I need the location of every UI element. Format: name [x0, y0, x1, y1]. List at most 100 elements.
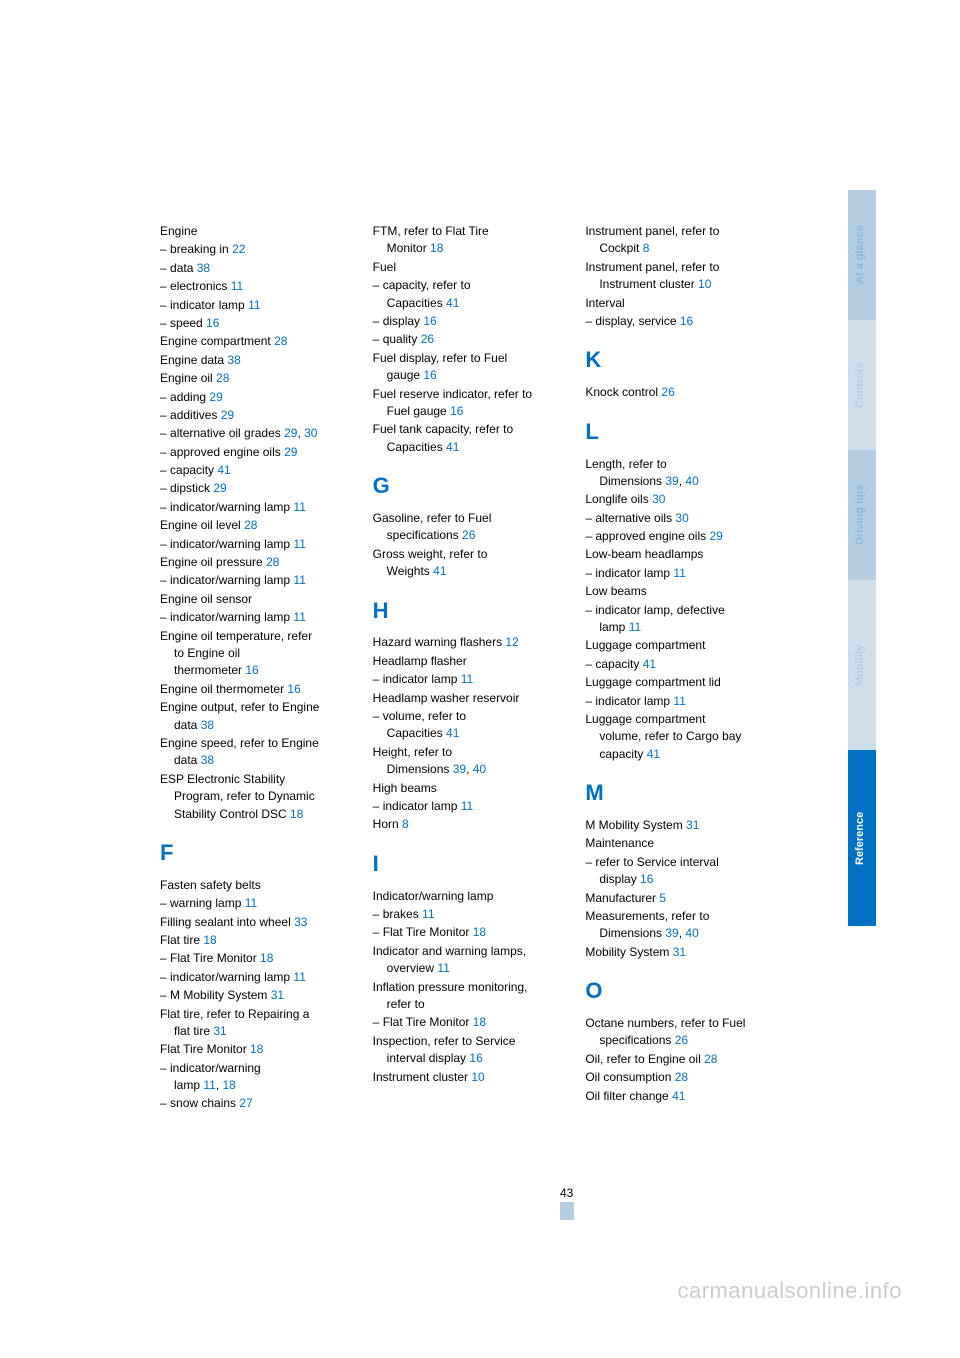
page-reference[interactable]: 8: [402, 817, 409, 831]
page-reference[interactable]: 38: [201, 753, 214, 767]
page-reference[interactable]: 16: [423, 314, 436, 328]
page-reference[interactable]: 28: [704, 1052, 717, 1066]
page-reference[interactable]: 11: [231, 279, 243, 293]
page-reference[interactable]: 41: [446, 726, 459, 740]
page-reference[interactable]: 11: [203, 1078, 215, 1092]
page-reference[interactable]: 11: [248, 298, 260, 312]
entry-text: Engine: [160, 224, 197, 238]
page-reference[interactable]: 26: [462, 528, 475, 542]
page-reference[interactable]: 11: [293, 573, 305, 587]
page-reference[interactable]: 26: [675, 1033, 688, 1047]
index-entry: volume, refer toCapacities 41: [373, 708, 568, 743]
page-reference[interactable]: 10: [471, 1070, 484, 1084]
page-reference[interactable]: 22: [232, 242, 245, 256]
page-reference[interactable]: 16: [680, 314, 693, 328]
index-entry: Engine oil sensor: [160, 591, 355, 608]
index-entry: Inflation pressure monitoring,refer to: [373, 979, 568, 1014]
page-reference[interactable]: 11: [673, 694, 685, 708]
page-reference[interactable]: 41: [647, 747, 660, 761]
page-reference[interactable]: 41: [643, 657, 656, 671]
page-reference[interactable]: 16: [469, 1051, 482, 1065]
entry-text: indicator lamp: [595, 566, 673, 580]
sidebar-tab[interactable]: Driving tips: [848, 450, 876, 580]
page-reference[interactable]: 11: [293, 970, 305, 984]
page-reference[interactable]: 16: [245, 663, 258, 677]
page-reference[interactable]: 12: [505, 635, 518, 649]
page-reference[interactable]: 29: [209, 390, 222, 404]
page-reference[interactable]: 40: [473, 762, 486, 776]
page-reference[interactable]: 40: [685, 474, 698, 488]
page-reference[interactable]: 28: [266, 555, 279, 569]
page-reference[interactable]: 18: [473, 925, 486, 939]
page-reference[interactable]: 26: [421, 332, 434, 346]
page-reference[interactable]: 26: [661, 385, 674, 399]
page-reference[interactable]: 30: [652, 492, 665, 506]
page-reference[interactable]: 5: [659, 891, 666, 905]
page-reference[interactable]: 11: [461, 799, 473, 813]
page-reference[interactable]: 16: [206, 316, 219, 330]
page-reference[interactable]: 29: [213, 481, 226, 495]
page-reference[interactable]: 11: [245, 896, 257, 910]
page-reference[interactable]: 29: [709, 529, 722, 543]
page-reference[interactable]: 30: [304, 426, 317, 440]
page-reference[interactable]: 11: [422, 907, 434, 921]
page-reference[interactable]: 31: [213, 1024, 226, 1038]
page-reference[interactable]: 31: [686, 818, 699, 832]
sidebar-tab[interactable]: At a glance: [848, 190, 876, 320]
page-reference[interactable]: 41: [433, 564, 446, 578]
page-reference[interactable]: 18: [430, 241, 443, 255]
page-reference[interactable]: 18: [222, 1078, 235, 1092]
page-reference[interactable]: 33: [294, 915, 307, 929]
page-reference[interactable]: 18: [260, 951, 273, 965]
page-reference[interactable]: 28: [216, 371, 229, 385]
page-reference[interactable]: 16: [640, 872, 653, 886]
page-reference[interactable]: 41: [672, 1089, 685, 1103]
page-reference[interactable]: 11: [673, 566, 685, 580]
entry-continuation: data 38: [160, 752, 355, 769]
page-reference[interactable]: 11: [461, 672, 473, 686]
page-reference[interactable]: 41: [446, 296, 459, 310]
page-reference[interactable]: 28: [675, 1070, 688, 1084]
page-reference[interactable]: 39: [453, 762, 466, 776]
page-reference[interactable]: 11: [293, 610, 305, 624]
page-reference[interactable]: 18: [203, 933, 216, 947]
page-reference[interactable]: 18: [290, 807, 303, 821]
page-reference[interactable]: 41: [446, 440, 459, 454]
page-reference[interactable]: 38: [197, 261, 210, 275]
index-entry: Oil filter change 41: [585, 1088, 780, 1105]
page-reference[interactable]: 38: [201, 718, 214, 732]
entry-continuation: interval display 16: [373, 1050, 568, 1067]
page-reference[interactable]: 18: [473, 1015, 486, 1029]
page-reference[interactable]: 16: [423, 368, 436, 382]
page-reference[interactable]: 27: [239, 1096, 252, 1110]
page-reference[interactable]: 39: [665, 474, 678, 488]
page-reference[interactable]: 11: [437, 961, 449, 975]
entry-continuation: lamp 11: [585, 619, 780, 636]
page-reference[interactable]: 41: [217, 463, 230, 477]
page-reference[interactable]: 10: [698, 277, 711, 291]
page-reference[interactable]: 39: [665, 926, 678, 940]
page-reference[interactable]: 29: [221, 408, 234, 422]
sidebar-tab[interactable]: Reference: [848, 750, 876, 926]
page-reference[interactable]: 29: [284, 426, 297, 440]
page-reference[interactable]: 28: [274, 334, 287, 348]
sidebar-tab[interactable]: Controls: [848, 320, 876, 450]
page-reference[interactable]: 8: [643, 241, 650, 255]
entry-continuation: specifications 26: [585, 1032, 780, 1049]
page-reference[interactable]: 31: [673, 945, 686, 959]
page-reference[interactable]: 38: [227, 353, 240, 367]
entry-continuation: Monitor 18: [373, 240, 568, 257]
page-reference[interactable]: 29: [284, 445, 297, 459]
page-reference[interactable]: 16: [287, 682, 300, 696]
page-reference[interactable]: 18: [250, 1042, 263, 1056]
page-reference[interactable]: 31: [271, 988, 284, 1002]
page-reference[interactable]: 11: [293, 500, 305, 514]
page-reference[interactable]: 16: [450, 404, 463, 418]
page-reference[interactable]: 28: [244, 518, 257, 532]
page-reference[interactable]: 11: [629, 620, 641, 634]
page-reference[interactable]: 30: [675, 511, 688, 525]
page-reference[interactable]: 11: [293, 537, 305, 551]
index-content: Enginebreaking in 22data 38electronics 1…: [160, 223, 780, 1114]
sidebar-tab[interactable]: Mobility: [848, 580, 876, 750]
page-reference[interactable]: 40: [685, 926, 698, 940]
